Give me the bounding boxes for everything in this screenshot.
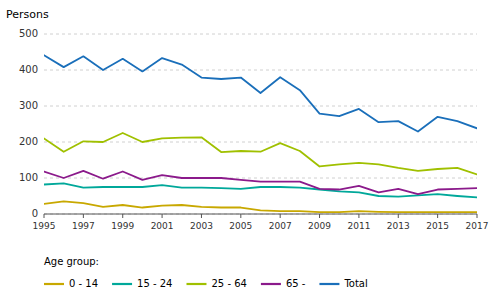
- legend-label: Total: [343, 278, 367, 289]
- legend-label: 25 - 64: [211, 278, 246, 289]
- x-tick-label: 2003: [190, 221, 213, 231]
- x-tick-label: 2001: [151, 221, 174, 231]
- x-tick-label: 2007: [269, 221, 292, 231]
- x-axis-line: [44, 214, 477, 215]
- series-line: [44, 55, 477, 131]
- x-tick-label: 2011: [347, 221, 370, 231]
- y-tick-label: 300: [19, 100, 38, 111]
- y-axis-label: Persons: [6, 8, 49, 21]
- x-tick: [201, 214, 202, 218]
- x-tick-label: 1995: [33, 221, 56, 231]
- grid-line: [44, 34, 477, 35]
- legend-label: 15 - 24: [137, 278, 172, 289]
- legend-label: 0 - 14: [69, 278, 98, 289]
- legend-swatch: [112, 283, 132, 285]
- y-tick-label: 500: [19, 28, 38, 39]
- series-line: [44, 133, 477, 174]
- x-tick: [122, 214, 123, 218]
- x-tick-label: 2009: [308, 221, 331, 231]
- legend-swatch: [319, 283, 339, 285]
- series-line: [44, 183, 477, 197]
- y-tick-label: 200: [19, 136, 38, 147]
- grid-line: [44, 142, 477, 143]
- chart: 0 100 200 300 400 500 1995 1997 1999 2001 2003 2005…: [0, 0, 491, 302]
- series-line: [44, 171, 477, 194]
- x-tick-label: 1999: [111, 221, 134, 231]
- series-line: [44, 201, 477, 212]
- x-tick-label: 1997: [72, 221, 95, 231]
- legend: 0 - 14 15 - 24 25 - 64 65 - Total: [44, 278, 368, 289]
- x-tick: [477, 214, 478, 218]
- legend-title: Age group:: [44, 256, 99, 267]
- x-tick-label: 2013: [387, 221, 410, 231]
- y-tick-label: 100: [19, 172, 38, 183]
- y-tick-label: 400: [19, 64, 38, 75]
- y-tick-label: 0: [32, 208, 38, 219]
- x-tick: [240, 214, 241, 218]
- x-tick-label: 2005: [229, 221, 252, 231]
- grid-line: [44, 106, 477, 107]
- grid-line: [44, 178, 477, 179]
- x-tick: [358, 214, 359, 218]
- x-tick-label: 2017: [466, 221, 489, 231]
- x-tick: [83, 214, 84, 218]
- x-tick: [280, 214, 281, 218]
- legend-swatch: [186, 283, 206, 285]
- x-tick: [162, 214, 163, 218]
- grid-line: [44, 70, 477, 71]
- x-tick: [44, 214, 45, 218]
- lines: [44, 55, 477, 212]
- legend-swatch: [44, 283, 64, 285]
- legend-swatch: [261, 283, 281, 285]
- x-tick: [437, 214, 438, 218]
- grid: [44, 34, 477, 214]
- grid-line: [44, 214, 477, 215]
- legend-label: 65 -: [286, 278, 306, 289]
- x-tick: [398, 214, 399, 218]
- x-tick: [319, 214, 320, 218]
- x-tick-label: 2015: [426, 221, 449, 231]
